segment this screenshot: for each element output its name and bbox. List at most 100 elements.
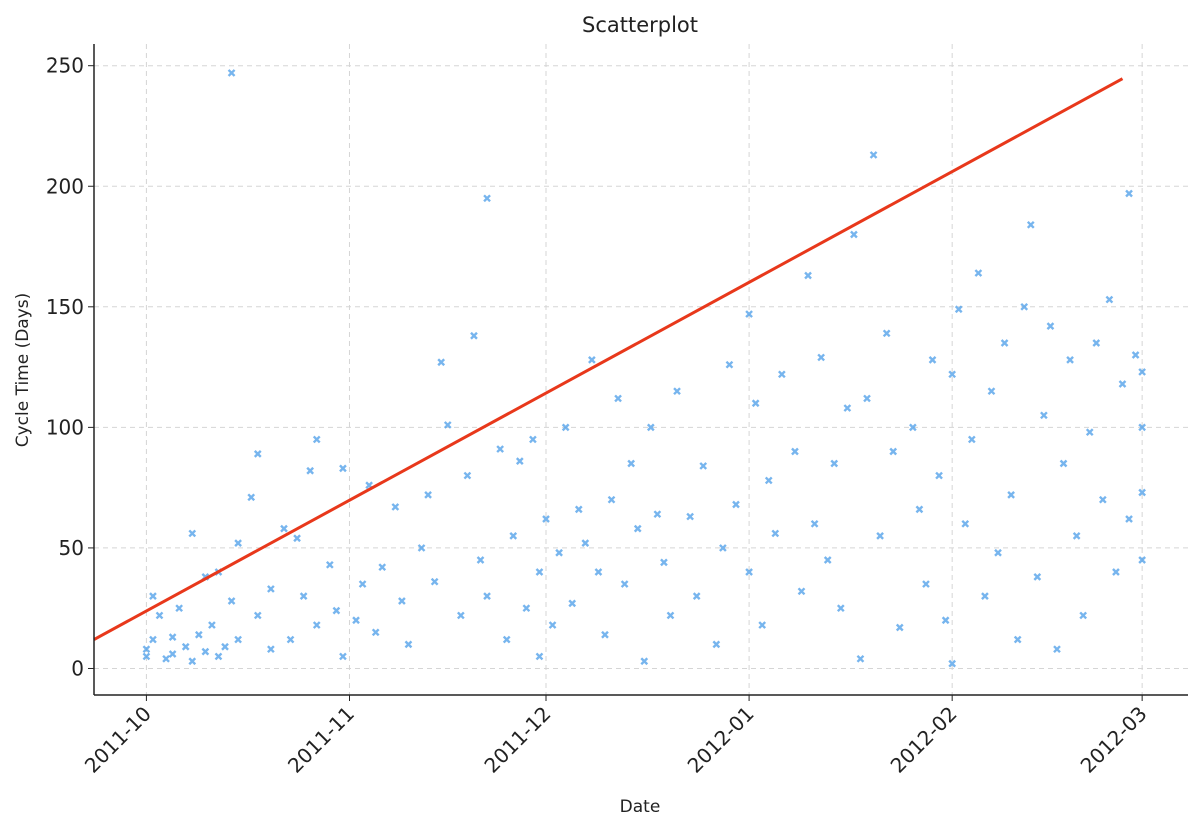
point: [574, 505, 583, 514]
point: [987, 387, 996, 396]
point: [673, 387, 681, 396]
point: [1138, 368, 1146, 376]
point: [483, 194, 491, 203]
point: [719, 544, 727, 552]
point: [1138, 488, 1146, 497]
point: [804, 271, 812, 280]
point: [470, 331, 478, 340]
point: [981, 592, 989, 600]
point: [692, 592, 701, 600]
point: [509, 532, 518, 540]
point: [483, 592, 491, 600]
point: [843, 404, 852, 412]
point: [214, 652, 223, 661]
point: [201, 647, 210, 656]
y-tick-label: 50: [59, 536, 84, 560]
point: [253, 611, 262, 620]
point: [1079, 611, 1088, 620]
point: [941, 616, 950, 625]
point: [856, 654, 865, 663]
point: [922, 580, 930, 588]
point: [948, 370, 957, 379]
x-tick-label: 2011-11: [283, 702, 359, 778]
point: [725, 360, 734, 369]
point: [1138, 556, 1146, 564]
point: [712, 640, 721, 649]
point: [967, 435, 976, 444]
point: [889, 447, 898, 456]
point: [863, 394, 871, 403]
point: [797, 587, 806, 596]
point: [162, 654, 170, 663]
point: [280, 524, 288, 533]
point: [594, 568, 603, 576]
point: [142, 652, 151, 661]
x-tick-label: 2012-02: [886, 702, 962, 778]
point: [299, 592, 308, 600]
point: [208, 621, 216, 629]
point: [830, 459, 839, 468]
point: [1046, 322, 1055, 330]
point: [777, 370, 786, 379]
point: [1125, 189, 1133, 198]
point: [666, 611, 675, 620]
point: [221, 642, 229, 651]
point: [430, 577, 439, 586]
point: [555, 548, 563, 557]
point: [312, 621, 321, 629]
point: [168, 633, 177, 641]
point: [306, 466, 315, 475]
point: [371, 628, 380, 637]
point: [267, 645, 275, 654]
point: [1000, 339, 1009, 347]
point: [915, 505, 924, 514]
point: [646, 423, 655, 432]
point: [869, 151, 878, 159]
point: [699, 462, 708, 470]
point: [149, 592, 157, 600]
point: [155, 611, 164, 620]
point: [895, 623, 904, 632]
point: [1026, 220, 1035, 229]
point: [876, 532, 884, 540]
point: [1059, 459, 1068, 468]
point: [378, 563, 387, 572]
point: [954, 305, 963, 314]
point: [607, 495, 616, 504]
point: [457, 611, 465, 620]
point: [443, 421, 452, 429]
point: [1118, 380, 1127, 388]
point: [686, 512, 694, 521]
point: [1020, 302, 1029, 311]
point: [633, 524, 642, 533]
point: [522, 604, 531, 613]
point: [1066, 356, 1074, 364]
point: [404, 640, 413, 649]
point: [325, 560, 334, 569]
point: [1105, 295, 1114, 304]
point: [561, 423, 570, 432]
point: [1112, 568, 1120, 576]
point: [935, 471, 943, 480]
point: [1098, 495, 1107, 504]
point: [758, 621, 767, 629]
point: [253, 450, 262, 458]
point: [358, 580, 367, 588]
point: [601, 630, 609, 639]
y-tick-label: 0: [71, 656, 84, 680]
point: [823, 556, 832, 564]
point: [1092, 339, 1101, 347]
point: [142, 645, 151, 654]
point: [961, 519, 970, 528]
point: [836, 604, 845, 613]
point: [542, 515, 550, 523]
point: [1033, 573, 1042, 581]
point: [928, 356, 937, 364]
point: [424, 491, 432, 499]
y-tick-label: 150: [46, 295, 84, 319]
point: [247, 493, 256, 502]
point: [771, 529, 780, 538]
point: [1007, 491, 1015, 499]
point: [909, 423, 917, 432]
